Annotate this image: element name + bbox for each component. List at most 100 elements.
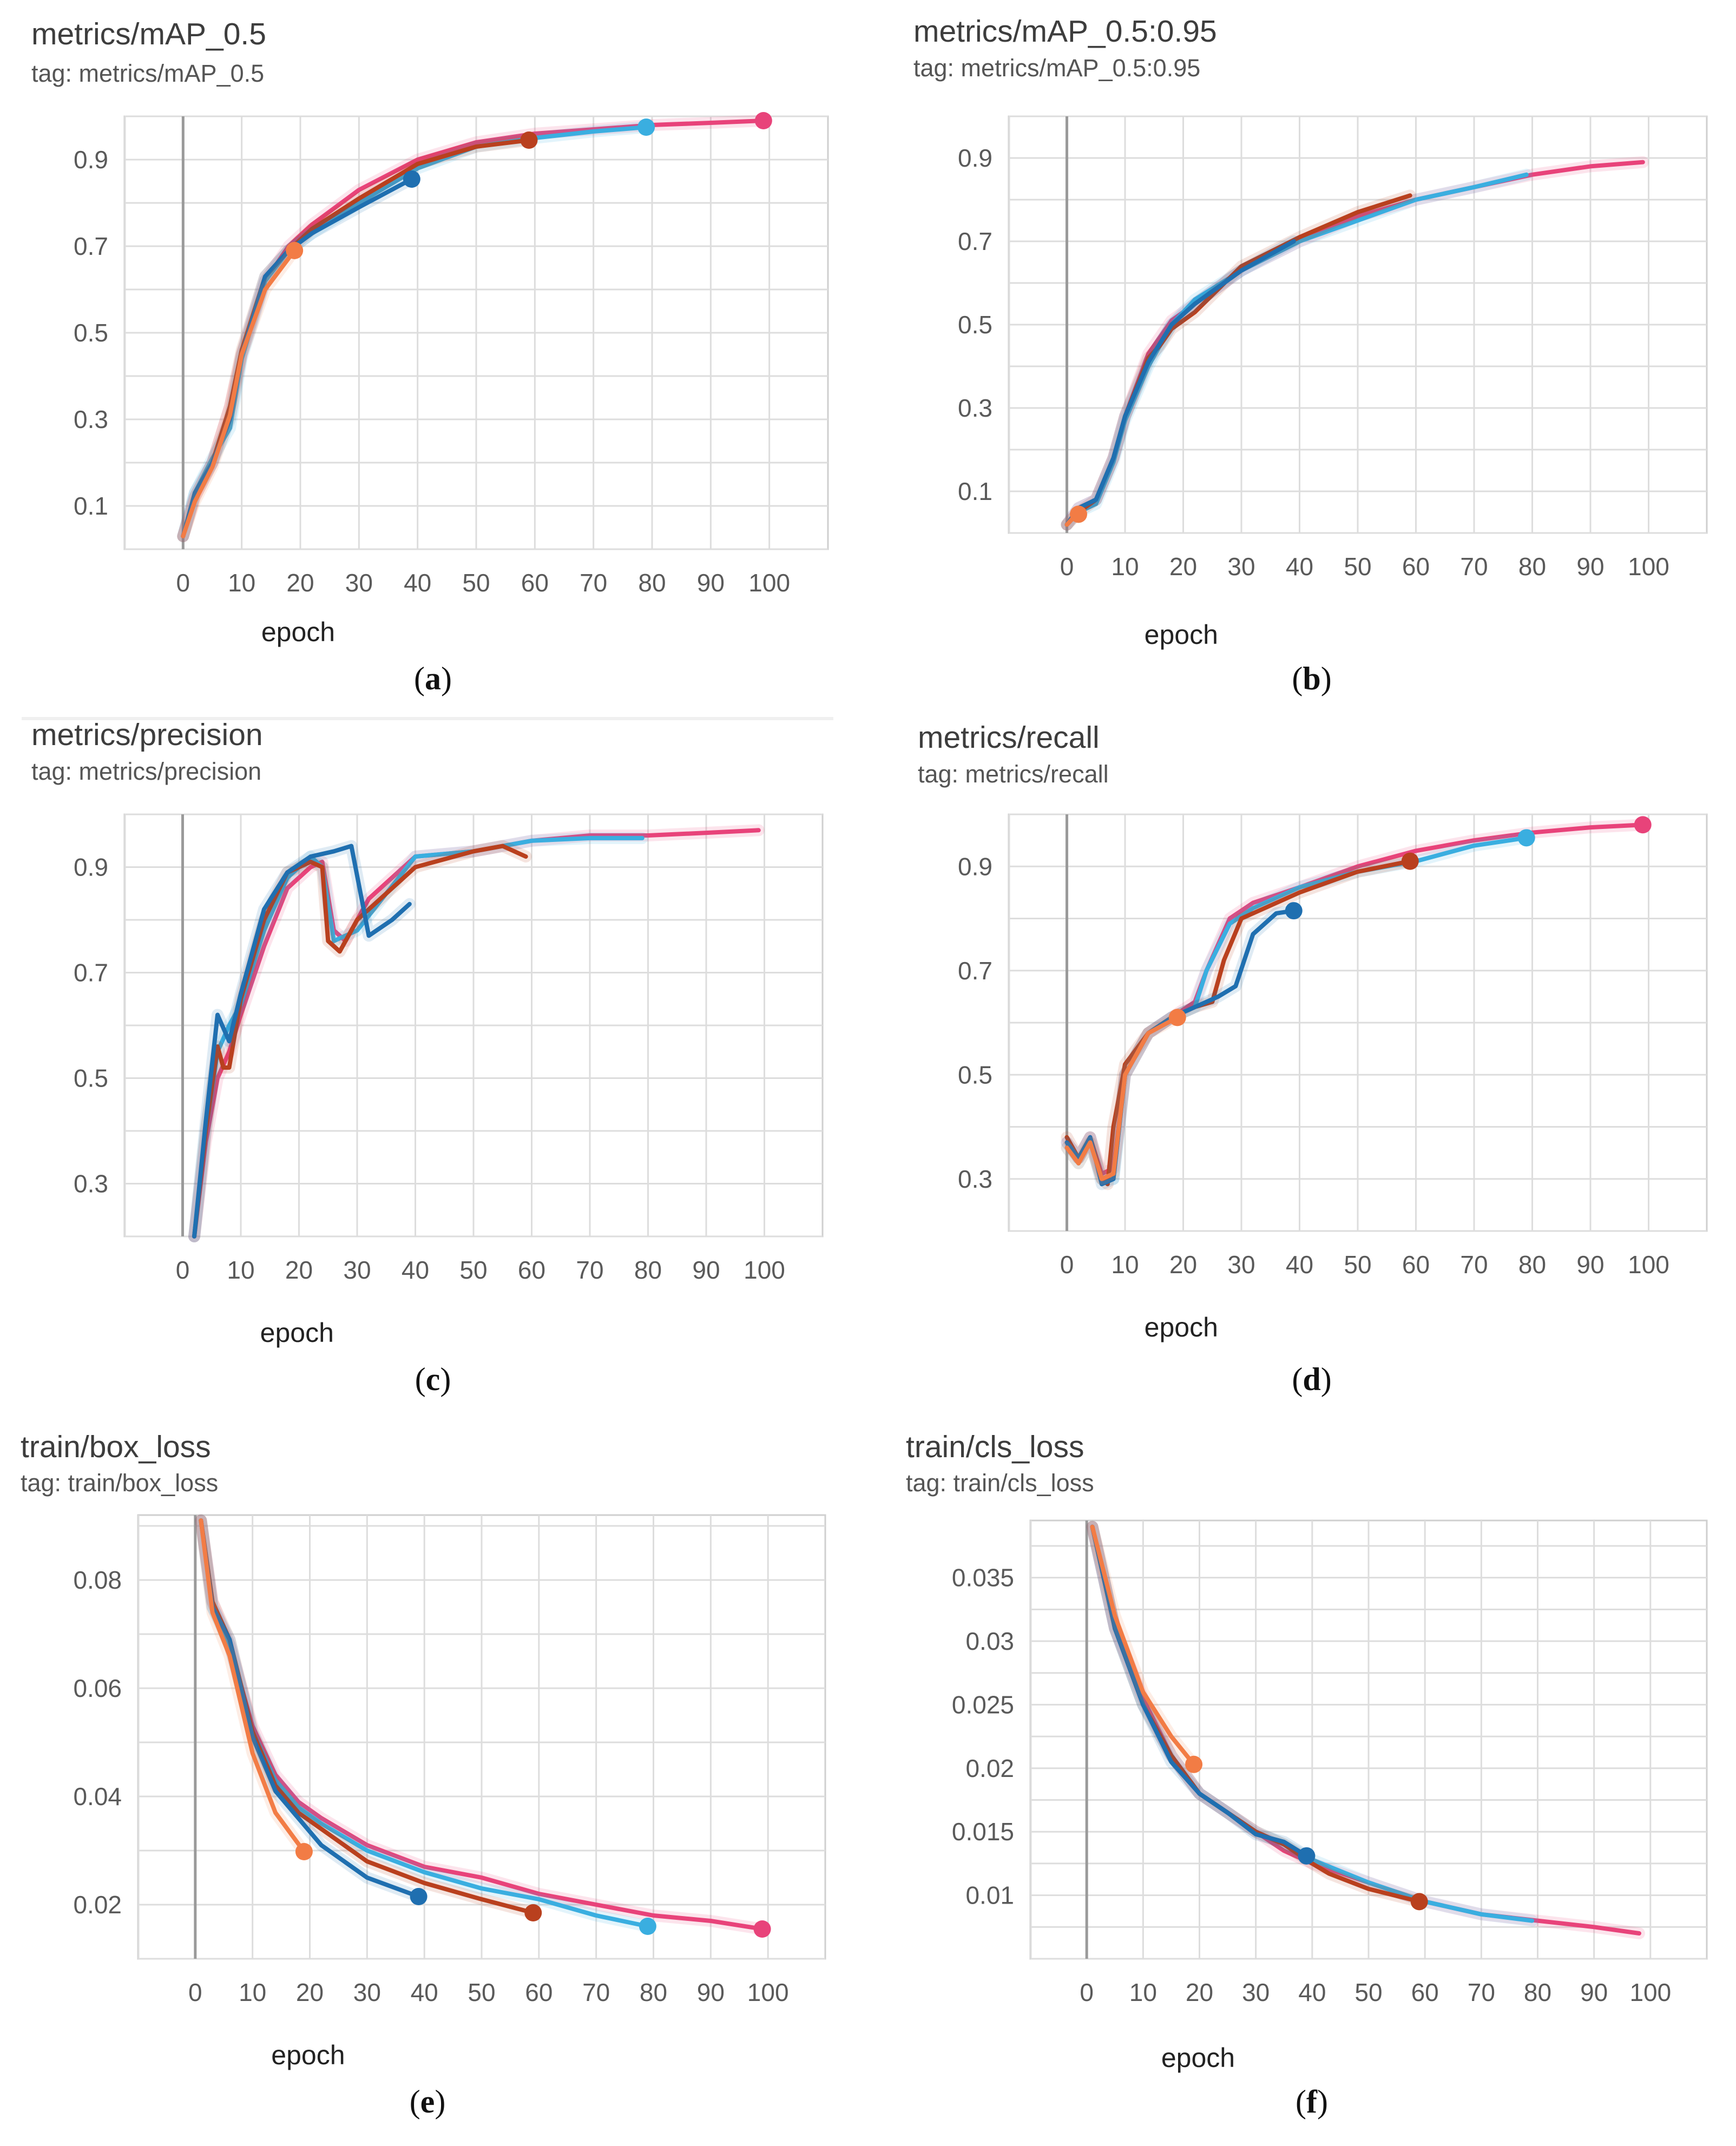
series-line-run-40 (199, 1518, 421, 1899)
y-tick-label: 0.5 (958, 1061, 992, 1089)
chart-box-loss: 0 10 20 30 40 50 60 70 80 90 100 0.02 0.04 0.06 0.08 ep… (73, 1514, 826, 2070)
series-line-run-40 (1064, 909, 1296, 1187)
y-tick-label: 0.01 (965, 1881, 1014, 1910)
chart-title: metrics/precision (31, 717, 263, 752)
panel-c: metrics/precision tag: metrics/precision… (0, 714, 868, 1429)
series-raw-band (1086, 1520, 1645, 1939)
series-end-marker (520, 131, 538, 149)
x-tick-label: 90 (697, 1978, 725, 2006)
x-tick-label: 50 (462, 569, 490, 597)
x-tick-label: 40 (404, 569, 431, 597)
y-tick-label: 0.5 (74, 319, 108, 347)
series-end-marker (1517, 829, 1535, 847)
chart-title: metrics/mAP_0.5 (31, 17, 266, 51)
chart-cls-loss: 0 10 20 30 40 50 60 70 80 90 100 0.01 0.015 0.02 0.025… (952, 1519, 1708, 2073)
y-tick-label: 0.3 (74, 405, 108, 433)
y-tick-label: 0.03 (965, 1627, 1014, 1655)
y-tick-label: 0.08 (73, 1566, 122, 1594)
x-tick-label: 0 (1060, 552, 1074, 581)
x-tick-label: 50 (1344, 1250, 1371, 1279)
x-tick-label: 50 (468, 1978, 495, 2006)
series-line-run-60 (181, 138, 531, 538)
x-tick-label: 70 (1460, 552, 1488, 581)
x-tick-label: 70 (1468, 1978, 1495, 2006)
chart-tag: tag: metrics/mAP_0.5 (31, 60, 265, 87)
x-tick-label: 30 (1227, 552, 1255, 581)
series-end-marker (410, 1888, 428, 1905)
x-tick-label: 80 (1518, 1250, 1546, 1279)
y-tick-label: 0.9 (74, 146, 108, 174)
x-axis-label: epoch (271, 2040, 345, 2070)
chart-tag: tag: metrics/recall (918, 760, 1109, 788)
x-tick-label: 70 (576, 1256, 603, 1284)
x-tick-label: 60 (521, 569, 549, 597)
x-tick-label: 20 (285, 1256, 313, 1284)
y-tick-label: 0.3 (958, 1165, 992, 1193)
y-tick-label: 0.5 (958, 311, 992, 339)
x-tick-label: 80 (640, 1978, 667, 2006)
x-tick-label: 100 (1628, 552, 1669, 581)
x-tick-label: 20 (1169, 552, 1197, 581)
x-tick-label: 60 (1411, 1978, 1439, 2006)
series-end-marker (1634, 816, 1652, 834)
series-line-run-40 (181, 177, 414, 538)
series-raw-band (188, 832, 648, 1242)
series-raw-band (1061, 189, 1416, 531)
x-tick-label: 30 (343, 1256, 371, 1284)
x-tick-label: 90 (697, 569, 725, 597)
y-tick-label: 0.04 (73, 1782, 122, 1811)
series-end-marker (295, 1843, 313, 1860)
y-tick-label: 0.1 (958, 477, 992, 505)
y-tick-label: 0.7 (958, 227, 992, 255)
divider (22, 717, 833, 720)
x-tick-label: 0 (1080, 1978, 1094, 2006)
x-tick-label: 10 (227, 1256, 254, 1284)
chart-title: metrics/mAP_0.5:0.95 (913, 14, 1217, 49)
panel-f: train/cls_loss tag: train/cls_loss 0 10 20… (868, 1429, 1736, 2146)
x-tick-label: 20 (1186, 1978, 1213, 2006)
panel-caption: (a) (414, 661, 452, 696)
series-end-marker (1285, 902, 1303, 920)
x-tick-label: 80 (638, 569, 666, 597)
x-tick-label: 90 (1576, 552, 1604, 581)
series-line-run-20 (181, 248, 297, 538)
x-tick-label: 50 (459, 1256, 487, 1284)
y-tick-label: 0.9 (958, 852, 992, 880)
x-tick-label: 90 (1580, 1978, 1608, 2006)
chart-title: train/box_loss (21, 1430, 211, 1464)
series-end-marker (639, 1918, 656, 1935)
x-axis-label: epoch (1145, 1312, 1218, 1342)
chart-title: train/cls_loss (906, 1430, 1084, 1464)
panel-a: metrics/mAP_0.5 tag: metrics/mAP_0.5 0 10… (0, 0, 868, 714)
x-tick-label: 30 (345, 569, 373, 597)
x-tick-label: 100 (744, 1256, 785, 1284)
y-tick-label: 0.7 (74, 959, 108, 987)
x-tick-label: 60 (1402, 552, 1430, 581)
x-tick-label: 80 (634, 1256, 662, 1284)
panel-caption: (c) (415, 1361, 451, 1397)
series-end-marker (1410, 1893, 1428, 1911)
series-line-run-20 (1064, 1015, 1180, 1181)
y-tick-label: 0.9 (74, 853, 108, 881)
x-tick-label: 20 (1169, 1250, 1197, 1279)
series-raw-band (1061, 235, 1300, 531)
chart-tag: tag: metrics/mAP_0.5:0.95 (913, 54, 1201, 82)
series-end-marker (403, 170, 420, 188)
series-line-run-80 (1064, 172, 1529, 527)
x-tick-label: 10 (1111, 552, 1139, 581)
series-raw-band (177, 115, 770, 542)
x-tick-label: 100 (1629, 1978, 1671, 2006)
y-tick-label: 0.7 (74, 232, 108, 260)
series-end-marker (1070, 505, 1087, 523)
y-tick-label: 0.02 (73, 1891, 122, 1919)
series-line-run-20 (199, 1518, 306, 1854)
x-tick-label: 20 (296, 1978, 324, 2006)
panel-caption: (b) (1292, 661, 1332, 696)
series-line-run-20 (1090, 1524, 1196, 1767)
series-line-run-40 (1064, 239, 1296, 527)
x-tick-label: 100 (747, 1978, 789, 2006)
series-line-run-60 (1064, 193, 1412, 527)
x-tick-label: 30 (1242, 1978, 1270, 2006)
y-tick-label: 0.3 (74, 1170, 108, 1198)
series-end-marker (1401, 852, 1419, 870)
